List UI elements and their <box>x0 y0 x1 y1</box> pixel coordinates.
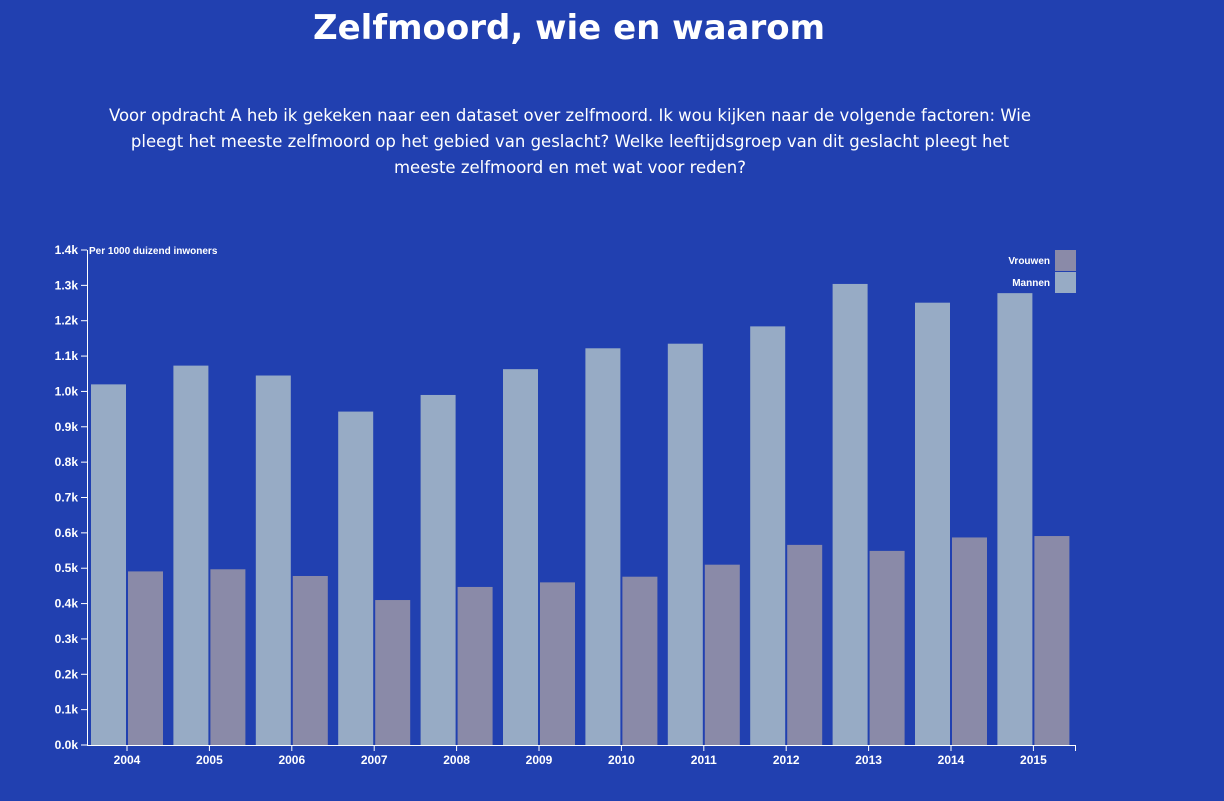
x-tick-label-2007: 2007 <box>361 753 388 767</box>
bar-mannen-2007 <box>338 411 374 745</box>
bar-vrouwen-2005 <box>210 569 246 745</box>
y-tick-label-6: 0.6k <box>55 526 79 540</box>
bar-mannen-2009 <box>503 369 538 745</box>
legend-label-mannen: Mannen <box>1012 278 1050 289</box>
x-tick-label-2015: 2015 <box>1020 753 1047 767</box>
y-tick-label-9: 0.9k <box>55 420 79 434</box>
bar-vrouwen-2014 <box>952 537 987 745</box>
x-tick-label-2005: 2005 <box>196 753 223 767</box>
bar-mannen-2005 <box>173 365 209 745</box>
bar-mannen-2012 <box>750 326 786 745</box>
x-tick-label-2013: 2013 <box>855 753 882 767</box>
bar-mannen-2013 <box>832 283 868 745</box>
x-tick-label-2004: 2004 <box>114 753 141 767</box>
bar-mannen-2008 <box>420 394 456 745</box>
bar-mannen-2011 <box>667 343 703 745</box>
bar-vrouwen-2004 <box>128 571 163 745</box>
y-tick-label-10: 1.0k <box>55 384 79 398</box>
bar-vrouwen-2006 <box>292 575 328 745</box>
bar-mannen-2015 <box>997 293 1033 745</box>
x-tick-label-2014: 2014 <box>938 753 965 767</box>
y-tick-label-12: 1.2k <box>55 314 79 328</box>
bar-vrouwen-2008 <box>457 586 493 745</box>
bar-vrouwen-2012 <box>787 544 823 745</box>
bar-vrouwen-2007 <box>375 600 411 745</box>
legend-label-vrouwen: Vrouwen <box>1008 256 1050 267</box>
legend-swatch-vrouwen <box>1055 250 1076 271</box>
y-tick-label-8: 0.8k <box>55 455 79 469</box>
y-tick-label-3: 0.3k <box>55 632 79 646</box>
legend-swatch-mannen <box>1055 272 1076 293</box>
x-tick-label-2011: 2011 <box>691 753 717 767</box>
bar-mannen-2006 <box>255 375 291 745</box>
y-tick-label-7: 0.7k <box>55 491 79 505</box>
bar-vrouwen-2013 <box>869 550 905 745</box>
bar-mannen-2004 <box>91 384 126 745</box>
intro-text: Voor opdracht A heb ik gekeken naar een … <box>108 106 1032 177</box>
y-tick-label-4: 0.4k <box>55 597 79 611</box>
bar-mannen-2014 <box>915 302 950 745</box>
bar-vrouwen-2010 <box>622 576 658 745</box>
y-tick-label-11: 1.1k <box>55 349 79 363</box>
x-tick-label-2008: 2008 <box>443 753 470 767</box>
y-tick-label-14: 1.4k <box>55 243 79 257</box>
x-tick-label-2009: 2009 <box>526 753 553 767</box>
y-tick-label-1: 0.1k <box>55 703 79 717</box>
bar-mannen-2010 <box>585 348 621 745</box>
y-tick-label-13: 1.3k <box>55 278 79 292</box>
y-tick-label-0: 0.0k <box>55 738 79 752</box>
y-tick-label-5: 0.5k <box>55 561 79 575</box>
page-title: Zelfmoord, wie en waarom <box>312 8 826 48</box>
y-tick-label-2: 0.2k <box>55 667 79 681</box>
bar-vrouwen-2015 <box>1034 536 1070 745</box>
x-tick-label-2010: 2010 <box>608 753 635 767</box>
x-tick-label-2006: 2006 <box>278 753 305 767</box>
x-tick-label-2012: 2012 <box>773 753 800 767</box>
y-axis-label: Per 1000 duizend inwoners <box>89 246 218 257</box>
bar-vrouwen-2011 <box>704 564 740 745</box>
bar-vrouwen-2009 <box>540 582 575 745</box>
